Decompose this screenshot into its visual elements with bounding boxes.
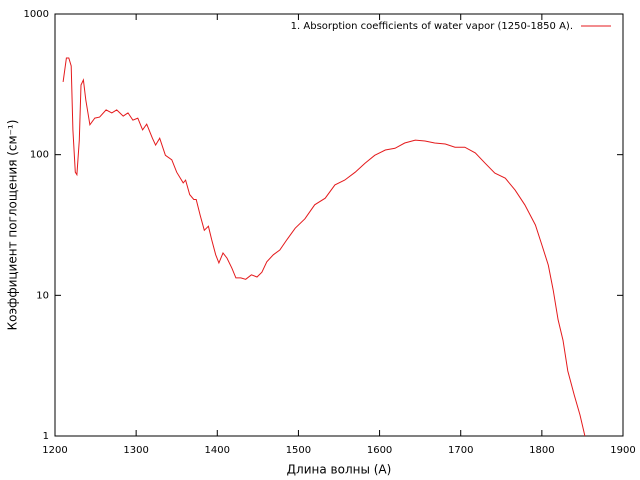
x-axis-label: Длина волны (А)	[287, 463, 392, 477]
y-tick-label: 100	[30, 150, 49, 161]
data-line	[62, 57, 586, 437]
y-axis-label: Коэффициент поглощения (см⁻¹)	[6, 120, 20, 331]
x-tick-label: 1400	[205, 445, 230, 456]
y-tick-label: 1000	[24, 9, 49, 20]
x-tick-label: 1700	[448, 445, 473, 456]
x-tick-label: 1800	[529, 445, 554, 456]
y-tick-label: 10	[36, 290, 49, 301]
y-tick-label: 1	[43, 431, 49, 442]
x-tick-label: 1900	[610, 445, 635, 456]
plot-border	[54, 13, 624, 437]
x-tick-label: 1500	[286, 445, 311, 456]
legend-label: 1. Absorption coefficients of water vapo…	[291, 21, 573, 32]
x-tick-label: 1300	[123, 445, 148, 456]
x-tick-label: 1600	[367, 445, 392, 456]
x-tick-label: 1200	[42, 445, 67, 456]
